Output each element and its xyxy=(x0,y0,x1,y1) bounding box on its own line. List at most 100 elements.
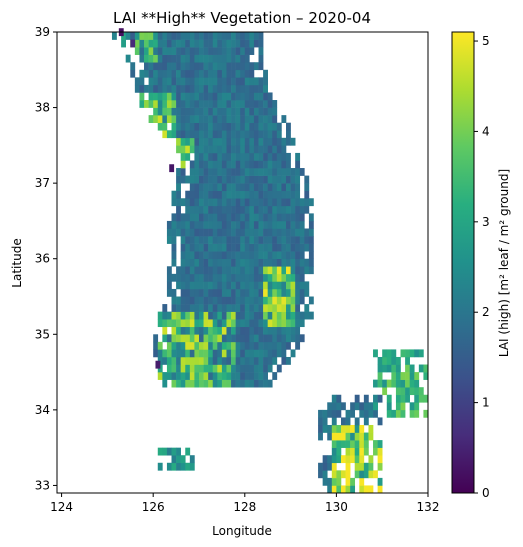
heatmap-cell xyxy=(194,32,200,40)
heatmap-cell xyxy=(327,462,333,471)
heatmap-cell xyxy=(198,77,204,86)
heatmap-cell xyxy=(267,258,273,267)
heatmap-cell xyxy=(290,236,296,244)
heatmap-cell xyxy=(258,130,264,139)
heatmap-cell xyxy=(240,364,246,373)
heatmap-cell xyxy=(240,296,246,305)
heatmap-cell xyxy=(272,228,278,237)
heatmap-cell xyxy=(235,364,241,373)
heatmap-cell xyxy=(171,228,177,237)
heatmap-cell xyxy=(290,311,296,320)
heatmap-cell xyxy=(231,77,236,86)
heatmap-cell xyxy=(221,304,227,312)
heatmap-cell xyxy=(286,175,291,184)
heatmap-cell xyxy=(180,273,186,282)
heatmap-cell xyxy=(405,387,410,396)
heatmap-cell xyxy=(235,130,241,139)
heatmap-cell xyxy=(322,424,328,433)
heatmap-cell xyxy=(180,258,186,267)
heatmap-cell xyxy=(286,130,291,139)
heatmap-cell xyxy=(171,69,177,78)
heatmap-cell xyxy=(226,236,232,244)
heatmap-cell xyxy=(185,190,191,199)
heatmap-cell xyxy=(166,447,172,456)
heatmap-cell xyxy=(240,198,246,207)
heatmap-cell xyxy=(258,372,264,380)
heatmap-cell xyxy=(322,409,328,418)
heatmap-cell xyxy=(359,402,365,411)
heatmap-cell xyxy=(350,402,356,411)
heatmap-cell xyxy=(231,236,236,244)
heatmap-cell xyxy=(231,311,236,320)
heatmap-cell xyxy=(166,220,172,229)
heatmap-cell xyxy=(221,122,227,131)
heatmap-cell xyxy=(221,334,227,343)
heatmap-cell xyxy=(185,32,191,40)
heatmap-cell xyxy=(180,266,186,275)
heatmap-cell xyxy=(244,205,250,214)
heatmap-cell xyxy=(203,54,209,63)
heatmap-cell xyxy=(231,130,236,139)
heatmap-cell xyxy=(139,100,145,108)
heatmap-cell xyxy=(176,62,181,71)
heatmap-cell xyxy=(208,190,214,199)
heatmap-cell xyxy=(176,341,181,350)
heatmap-cell xyxy=(235,69,241,78)
heatmap-cell xyxy=(189,266,195,275)
heatmap-cell xyxy=(185,304,191,312)
heatmap-cell xyxy=(299,266,305,275)
heatmap-cell xyxy=(276,137,282,146)
heatmap-cell xyxy=(226,311,232,320)
heatmap-cell xyxy=(276,130,282,139)
heatmap-cell xyxy=(286,356,291,365)
heatmap-cell xyxy=(253,356,259,365)
heatmap-cell xyxy=(176,69,181,78)
heatmap-cell xyxy=(189,115,195,123)
heatmap-cell xyxy=(221,115,227,123)
heatmap-cell xyxy=(217,213,223,222)
heatmap-cell xyxy=(198,39,204,48)
heatmap-cell xyxy=(267,364,273,373)
heatmap-cell xyxy=(286,243,291,252)
heatmap-cell xyxy=(176,183,181,192)
heatmap-cell xyxy=(240,288,246,297)
heatmap-cell xyxy=(258,47,264,55)
heatmap-cell xyxy=(240,168,246,176)
heatmap-cell xyxy=(377,447,383,456)
heatmap-cell xyxy=(176,319,181,328)
heatmap-cell xyxy=(185,84,191,93)
colorbar-tick-label: 3 xyxy=(482,215,490,229)
heatmap-cell xyxy=(231,251,236,260)
heatmap-cell xyxy=(359,447,365,456)
heatmap-cell xyxy=(231,372,236,380)
heatmap-cell xyxy=(139,69,145,78)
heatmap-cell xyxy=(336,402,342,411)
heatmap-cell xyxy=(253,349,259,358)
heatmap-cell xyxy=(180,130,186,139)
heatmap-cell xyxy=(276,190,282,199)
heatmap-cell xyxy=(263,84,268,93)
heatmap-cell xyxy=(272,341,278,350)
heatmap-cell xyxy=(217,349,223,358)
heatmap-cell xyxy=(157,47,163,55)
heatmap-cell xyxy=(153,107,159,116)
heatmap-cell xyxy=(212,100,218,108)
heatmap-cell xyxy=(281,341,287,350)
heatmap-cell xyxy=(226,168,232,176)
heatmap-cell xyxy=(263,198,268,207)
heatmap-cell xyxy=(286,341,291,350)
heatmap-cell xyxy=(363,440,369,448)
heatmap-cell xyxy=(203,130,209,139)
heatmap-cell xyxy=(253,258,259,267)
heatmap-cell xyxy=(258,107,264,116)
heatmap-cell xyxy=(180,213,186,222)
heatmap-cell xyxy=(208,137,214,146)
heatmap-cell xyxy=(331,409,337,418)
heatmap-cell xyxy=(299,220,305,229)
heatmap-cell xyxy=(258,258,264,267)
heatmap-cell xyxy=(203,62,209,71)
heatmap-cell xyxy=(405,379,410,388)
heatmap-cell xyxy=(345,455,351,464)
heatmap-cell xyxy=(198,273,204,282)
heatmap-cell xyxy=(194,84,200,93)
